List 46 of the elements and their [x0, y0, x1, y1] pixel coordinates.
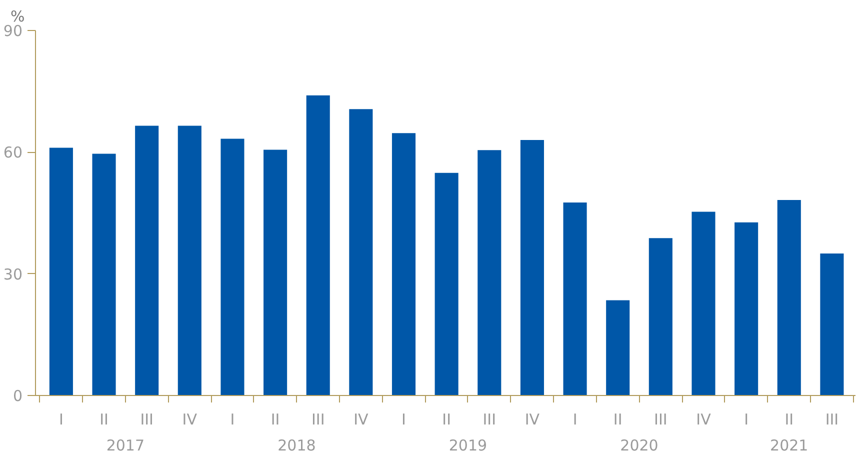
text: 2020 [620, 436, 658, 454]
y-tick-label: 0 [12, 387, 23, 405]
bar [777, 200, 801, 396]
bar [563, 202, 587, 396]
x-tick-label: II [784, 410, 794, 428]
x-tick-label: II [270, 410, 280, 428]
x-tick-label: II [100, 410, 108, 428]
bar [349, 109, 373, 396]
x-tick-label: IV [696, 410, 712, 428]
bar [135, 126, 159, 396]
bar [648, 238, 672, 396]
x-tick-label: I [572, 410, 578, 428]
text: 2021 [770, 436, 808, 454]
x-tick-label: I [230, 410, 235, 428]
bar [264, 150, 288, 396]
x-tick-label: III [654, 410, 668, 428]
bar [434, 172, 458, 396]
bar [178, 126, 202, 396]
text: 2017 [106, 436, 145, 454]
x-tick-label: IV [182, 410, 198, 428]
x-tick-label: III [482, 410, 496, 428]
x-tick-label: II [442, 410, 452, 428]
bar [606, 300, 630, 396]
bar [692, 212, 716, 396]
bar [220, 138, 244, 396]
bar [734, 222, 758, 396]
bar [92, 154, 116, 396]
bar [49, 148, 73, 396]
y-tick-label: 30 [3, 265, 23, 284]
text: 2019 [448, 436, 488, 454]
x-tick-label: IV [354, 410, 370, 428]
x-tick-label: I [402, 410, 406, 428]
x-tick-label: III [311, 410, 325, 428]
x-tick-label: III [825, 410, 839, 428]
x-tick-label: II [613, 410, 622, 428]
x-tick-label: IV [524, 410, 540, 428]
bar [392, 133, 416, 396]
bar [478, 150, 502, 396]
bar [820, 254, 844, 396]
x-tick-label: I [744, 410, 749, 428]
y-tick-label: 60 [3, 144, 23, 162]
x-tick-label: I [58, 410, 64, 428]
x-tick-label: III [140, 410, 154, 428]
bar [306, 95, 330, 396]
text: 2018 [278, 436, 316, 454]
bar [520, 140, 544, 396]
